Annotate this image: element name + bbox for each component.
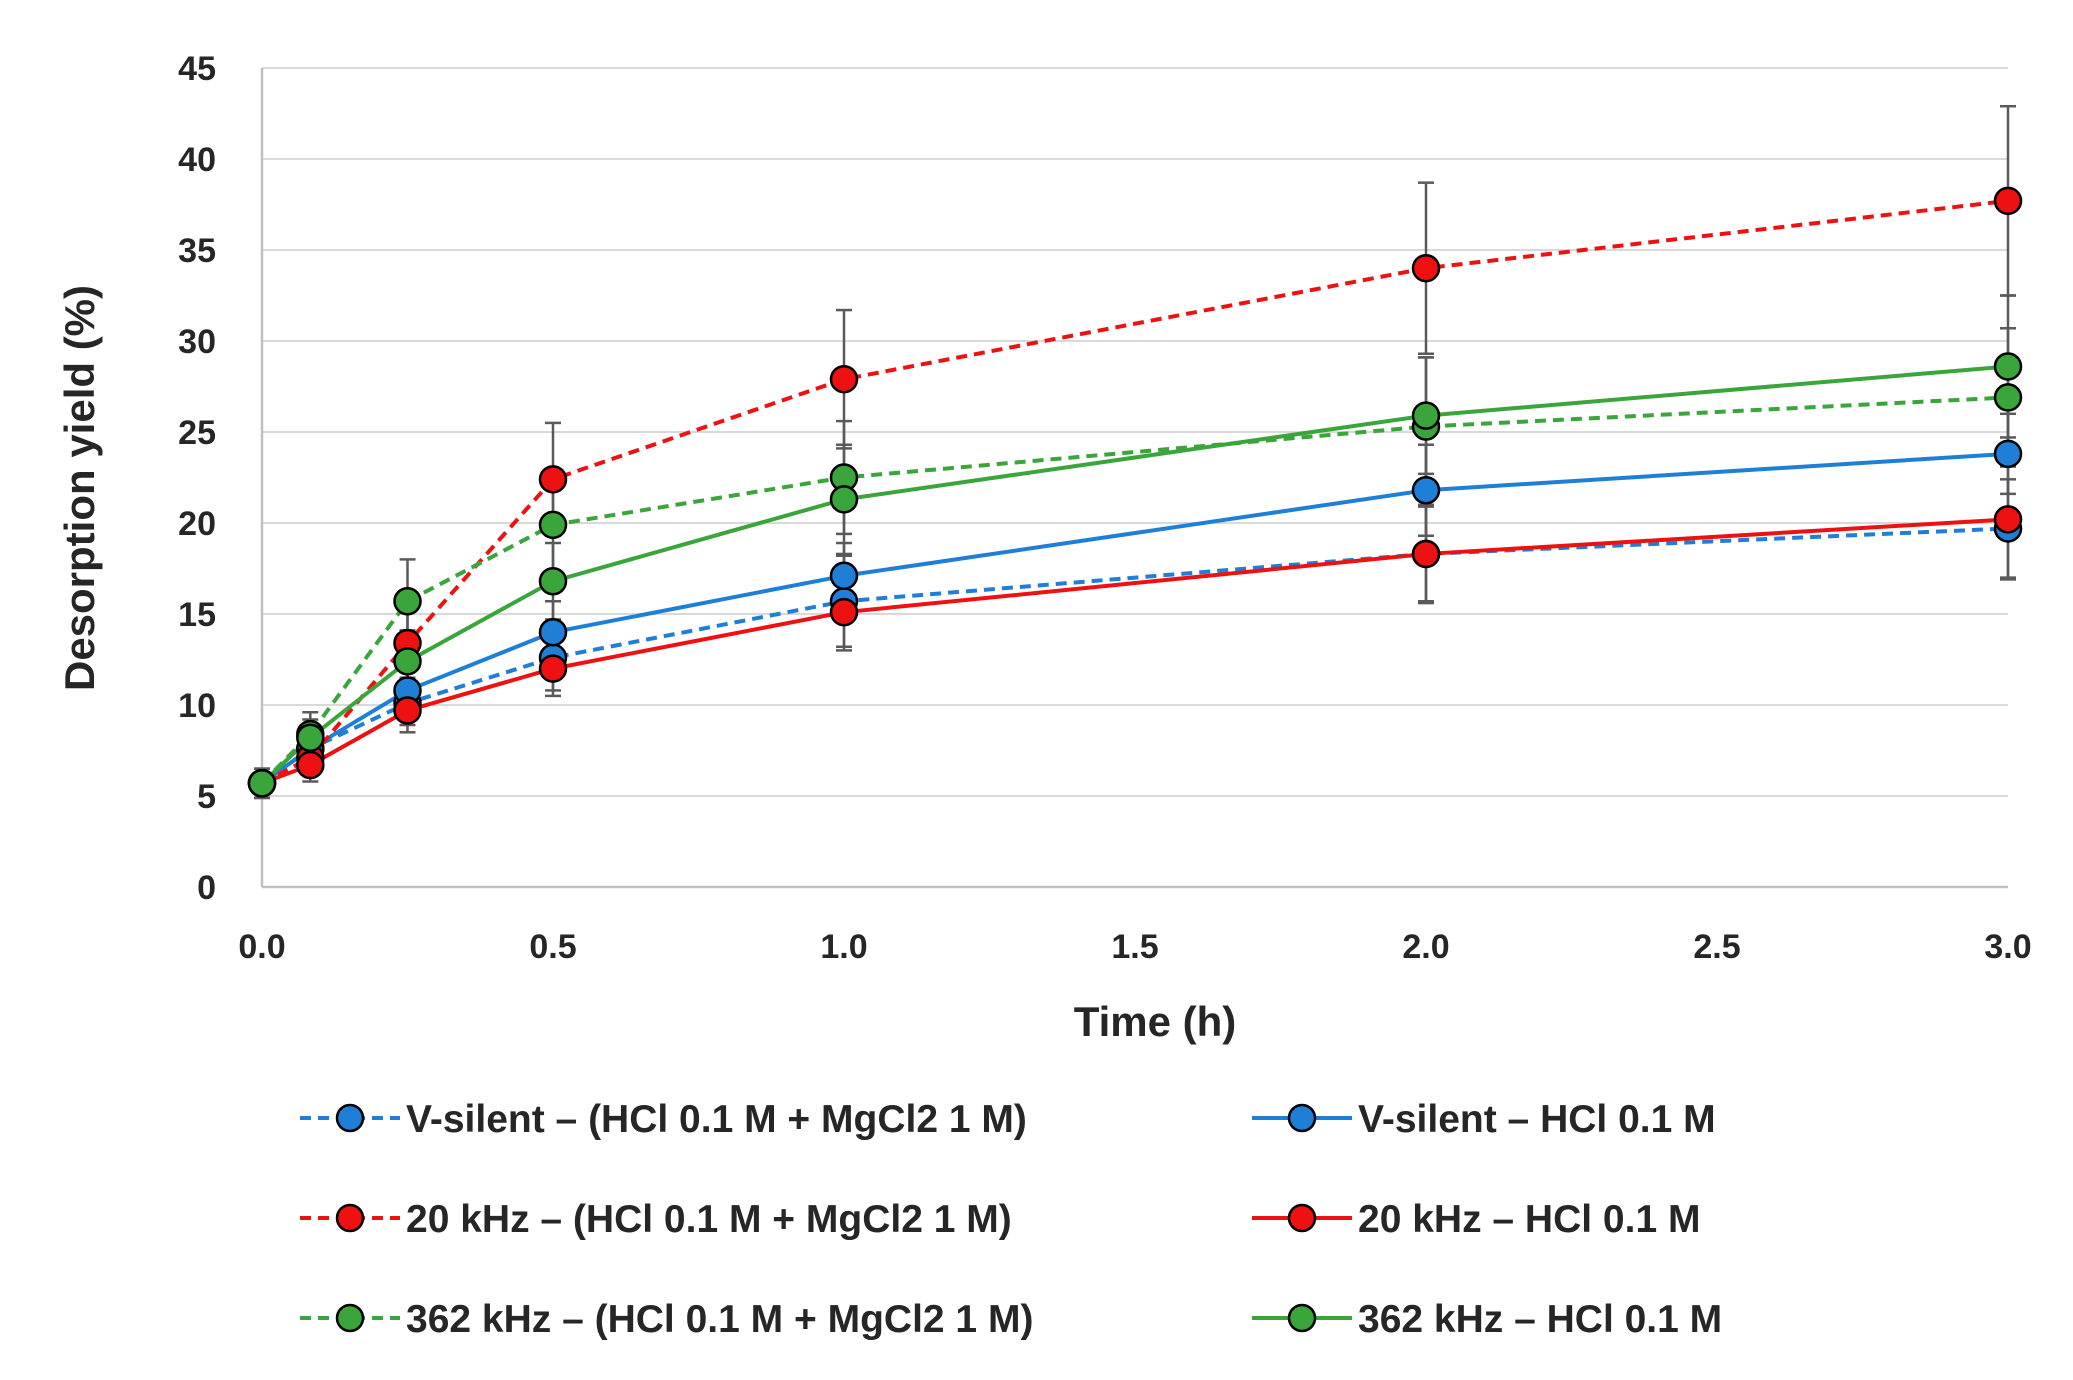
legend-swatch-marker xyxy=(1287,1203,1317,1233)
y-tick-label: 30 xyxy=(178,323,216,361)
x-tick-label: 1.5 xyxy=(1111,928,1158,966)
data-point xyxy=(393,647,422,676)
data-point xyxy=(829,561,859,591)
data-point xyxy=(538,617,568,647)
x-axis-title: Time (h) xyxy=(1074,998,1237,1045)
x-tick-label: 2.5 xyxy=(1693,928,1740,966)
y-tick-label: 20 xyxy=(178,505,216,543)
grid-lines xyxy=(262,67,2008,797)
legend: V-silent – (HCl 0.1 M + MgCl2 1 M) V-sile… xyxy=(300,1098,1722,1341)
legend-label: 20 kHz – HCl 0.1 M xyxy=(1358,1198,1700,1241)
axes xyxy=(260,68,2008,889)
data-point xyxy=(1411,475,1441,505)
series-line xyxy=(260,526,2009,785)
data-point xyxy=(538,566,568,596)
legend-label: 362 kHz – (HCl 0.1 M + MgCl2 1 M) xyxy=(406,1298,1033,1341)
data-point xyxy=(829,597,859,627)
data-point xyxy=(829,485,859,514)
data-point xyxy=(1411,253,1441,283)
legend-swatch-marker xyxy=(335,1103,365,1133)
data-point xyxy=(1993,439,2023,469)
data-point xyxy=(1411,401,1441,430)
y-axis-title: Desorption yield (%) xyxy=(56,285,103,691)
data-point xyxy=(1993,352,2023,381)
series-lines xyxy=(260,198,2009,786)
y-tick-label: 40 xyxy=(178,141,216,179)
legend-swatch-marker xyxy=(1287,1303,1317,1333)
data-point xyxy=(393,696,422,725)
data-point xyxy=(538,465,568,494)
legend-label: 20 kHz – (HCl 0.1 M + MgCl2 1 M) xyxy=(406,1198,1012,1241)
series-line xyxy=(260,395,2009,785)
legend-label: 362 kHz – HCl 0.1 M xyxy=(1358,1298,1722,1341)
series-markers xyxy=(247,186,2023,798)
y-tick-label: 0 xyxy=(197,869,216,907)
series-line xyxy=(261,517,2009,786)
data-point xyxy=(296,723,325,753)
data-point xyxy=(1411,539,1441,569)
data-point xyxy=(1993,186,2023,216)
x-tick-label: 1.0 xyxy=(820,928,867,966)
legend-swatch-marker xyxy=(1287,1103,1317,1133)
legend-swatch-marker xyxy=(335,1303,365,1333)
error-bars xyxy=(254,104,2016,800)
x-tick-label: 0.5 xyxy=(529,928,576,966)
x-tick-label: 0.0 xyxy=(238,928,285,966)
x-tick-label: 3.0 xyxy=(1984,928,2031,966)
data-point xyxy=(538,510,568,540)
data-point xyxy=(247,769,277,798)
legend-label: V-silent – (HCl 0.1 M + MgCl2 1 M) xyxy=(406,1098,1027,1141)
series-line xyxy=(261,198,2009,786)
series-line xyxy=(260,451,2009,785)
y-tick-label: 35 xyxy=(178,232,216,270)
y-tick-label: 10 xyxy=(178,687,216,725)
y-tick-label: 45 xyxy=(178,50,216,88)
legend-swatch-marker xyxy=(335,1203,365,1233)
data-point xyxy=(1993,383,2023,412)
data-point xyxy=(1993,505,2023,534)
data-point xyxy=(393,587,422,616)
legend-label: V-silent – HCl 0.1 M xyxy=(1358,1098,1716,1141)
series-line xyxy=(260,364,2009,785)
y-tick-label: 5 xyxy=(197,778,216,816)
x-tick-label: 2.0 xyxy=(1402,928,1449,966)
y-tick-label: 15 xyxy=(178,596,216,634)
data-point xyxy=(296,750,325,780)
tick-labels: 0 5 10 15 20 25 30 35 40 45 0.0 0.5 1.0 1.5 2.0 2.5 3.0 xyxy=(178,50,2031,966)
data-point xyxy=(538,654,568,683)
y-tick-label: 25 xyxy=(178,414,216,452)
data-point xyxy=(829,364,859,394)
